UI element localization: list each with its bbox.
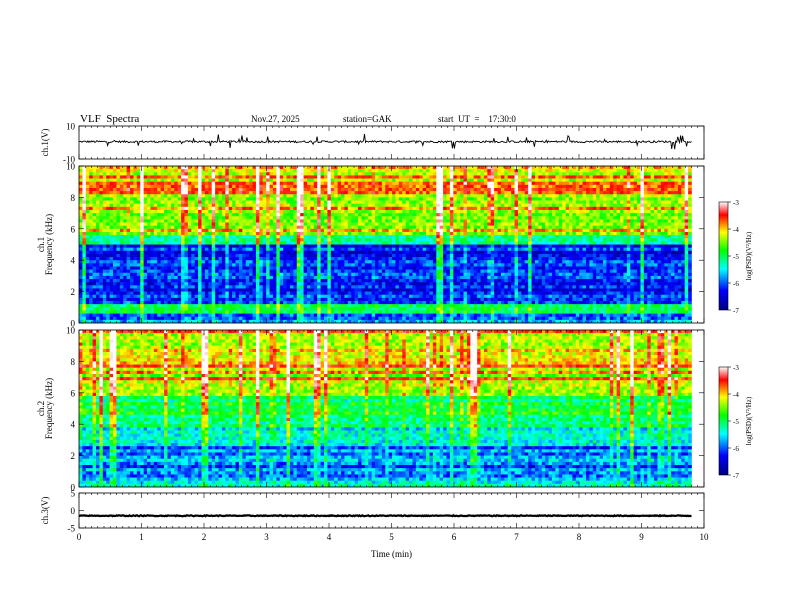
colorbar-label: log(PSD)(V²/Hz) — [745, 231, 753, 280]
x-tick-label: 5 — [389, 532, 394, 542]
x-tick-label: 2 — [202, 532, 207, 542]
y-axis-label: ch.1(V) — [40, 129, 50, 157]
chart-title: VLF Spectra — [80, 113, 140, 125]
y-axis-label: Frequency (kHz) — [44, 214, 54, 275]
colorbar-tick-label: -3 — [733, 199, 739, 207]
y-tick-label: 6 — [71, 388, 76, 398]
y-axis-label: ch.2 — [36, 401, 46, 416]
y-tick-label: 10 — [66, 162, 76, 172]
y-tick-label: 4 — [71, 256, 76, 266]
y-tick-label: 0 — [71, 506, 76, 516]
x-tick-label: 4 — [327, 532, 332, 542]
colorbar-tick-label: -5 — [733, 418, 739, 426]
x-tick-label: 1 — [139, 532, 144, 542]
colorbar-tick-label: -7 — [733, 472, 739, 480]
x-tick-label: 8 — [577, 532, 582, 542]
colorbar-tick-label: -7 — [733, 307, 739, 315]
date-label: Nov.27, 2025 — [251, 114, 300, 124]
heatmap-ch.2 — [79, 330, 692, 488]
x-tick-label: 9 — [639, 532, 644, 542]
y-tick-label: 0 — [71, 319, 76, 329]
colorbar-tick-label: -3 — [733, 364, 739, 372]
y-tick-label: -5 — [68, 524, 76, 534]
heatmap-ch.1 — [79, 166, 692, 324]
x-tick-label: 10 — [700, 532, 710, 542]
colorbar-tick-label: -4 — [733, 391, 739, 399]
y-tick-label: 10 — [66, 326, 76, 336]
series-line-ch.1(V) — [79, 133, 692, 150]
colorbar-2 — [718, 366, 729, 476]
y-tick-label: 8 — [71, 193, 76, 203]
y-tick-label: 4 — [71, 420, 76, 430]
start-time-label: start UT = 17:30:0 — [438, 114, 516, 124]
colorbar-tick-label: -6 — [733, 280, 739, 288]
panel-frame-3 — [78, 492, 705, 529]
station-label: station=GAK — [343, 114, 392, 124]
x-axis-label: Time (min) — [371, 549, 412, 559]
colorbar-tick-label: -4 — [733, 226, 739, 234]
x-tick-label: 6 — [452, 532, 457, 542]
y-axis-label: ch.3(V) — [40, 497, 50, 525]
colorbar-1 — [718, 201, 729, 311]
y-tick-label: -10 — [63, 155, 75, 165]
colorbar-tick-label: -6 — [733, 445, 739, 453]
colorbar-tick-label: -5 — [733, 253, 739, 261]
y-tick-label: 2 — [71, 451, 76, 461]
y-tick-label: 6 — [71, 224, 76, 234]
colorbar-label: log(PSD)(V²/Hz) — [745, 396, 753, 445]
y-tick-label: 0 — [71, 483, 76, 493]
y-axis-label: ch.1 — [36, 237, 46, 252]
series-line-ch.3(V) — [78, 513, 692, 518]
y-tick-label: 8 — [71, 357, 76, 367]
x-tick-label: 0 — [77, 532, 82, 542]
x-tick-label: 7 — [514, 532, 519, 542]
y-axis-label: Frequency (kHz) — [44, 378, 54, 439]
y-tick-label: 2 — [71, 287, 76, 297]
y-tick-label: 10 — [66, 122, 76, 132]
y-tick-label: 5 — [71, 489, 76, 499]
x-tick-label: 3 — [264, 532, 269, 542]
